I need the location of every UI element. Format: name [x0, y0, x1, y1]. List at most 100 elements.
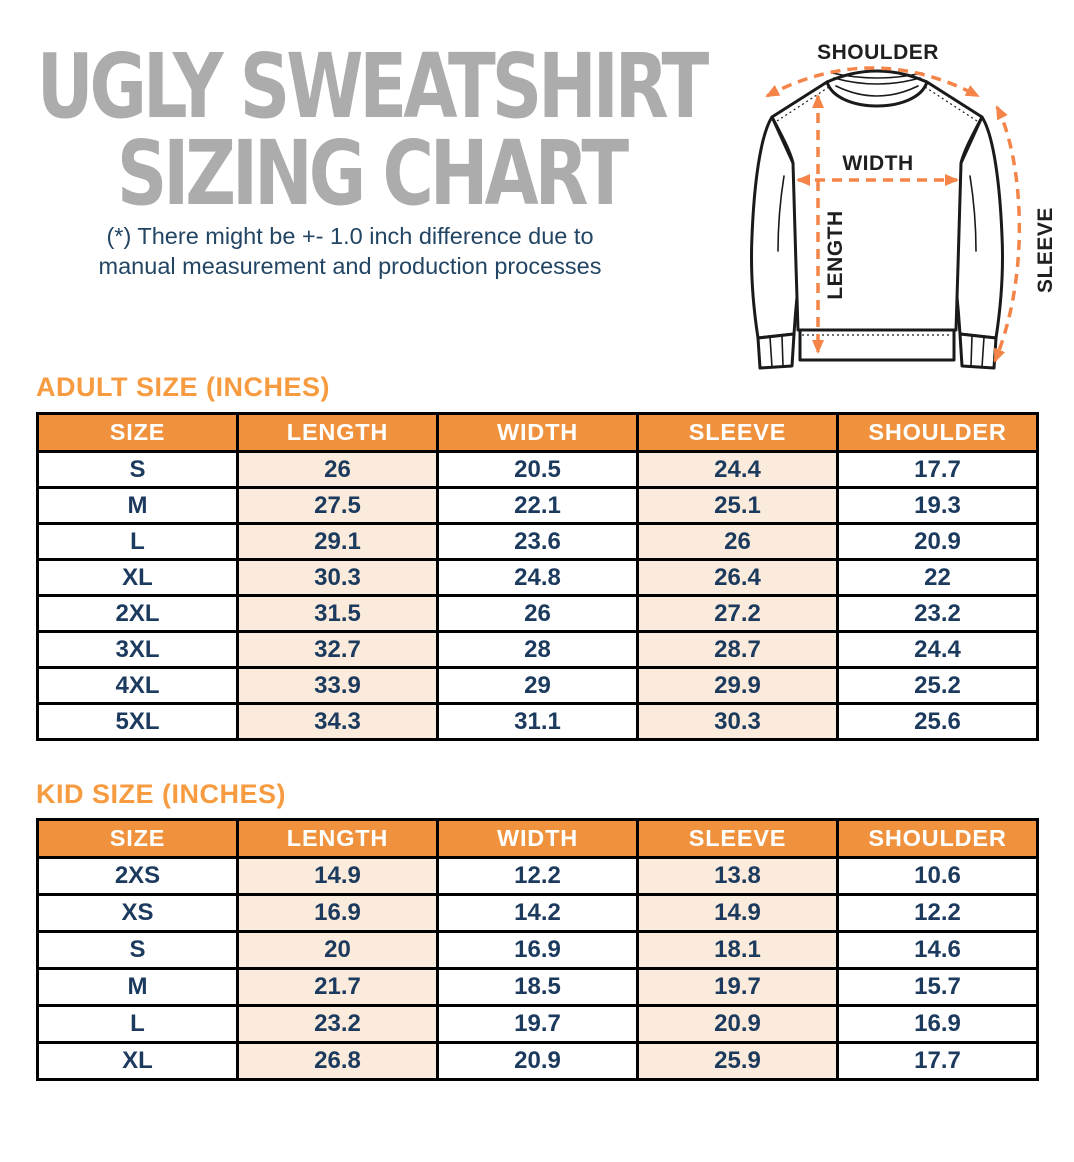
column-header-length: LENGTH [236, 412, 439, 453]
sweatshirt-hem [798, 328, 956, 362]
sweatshirt-right-cuff [958, 332, 998, 370]
kid-header-row: SIZE LENGTH WIDTH SLEEVE SHOULDER [36, 818, 1039, 859]
value-cell: 16.9 [236, 893, 439, 933]
table-row: M 21.7 18.5 19.7 15.7 [36, 967, 1039, 1007]
column-header-size: SIZE [36, 818, 239, 859]
value-cell: 12.2 [436, 856, 639, 896]
size-cell: XS [36, 893, 239, 933]
sleeve-fold-line [969, 175, 977, 252]
value-cell: 20 [236, 930, 439, 970]
column-header-length: LENGTH [236, 818, 439, 859]
size-cell: S [36, 930, 239, 970]
value-cell: 26.4 [636, 558, 839, 597]
value-cell: 25.1 [636, 486, 839, 525]
value-cell: 25.9 [636, 1041, 839, 1081]
value-cell: 26 [236, 450, 439, 489]
value-cell: 17.7 [836, 450, 1039, 489]
size-cell: S [36, 450, 239, 489]
value-cell: 24.4 [836, 630, 1039, 669]
table-row: S 20 16.9 18.1 14.6 [36, 930, 1039, 970]
value-cell: 14.9 [636, 893, 839, 933]
adult-size-table: SIZE LENGTH WIDTH SLEEVE SHOULDER S 26 20.… [36, 412, 1039, 741]
value-cell: 31.5 [236, 594, 439, 633]
value-cell: 29.1 [236, 522, 439, 561]
table-row: 2XS 14.9 12.2 13.8 10.6 [36, 856, 1039, 896]
value-cell: 32.7 [236, 630, 439, 669]
value-cell: 28.7 [636, 630, 839, 669]
value-cell: 26 [636, 522, 839, 561]
adult-header-row: SIZE LENGTH WIDTH SLEEVE SHOULDER [36, 412, 1039, 453]
value-cell: 13.8 [636, 856, 839, 896]
value-cell: 28 [436, 630, 639, 669]
cuff-rib-line [781, 335, 784, 367]
value-cell: 19.3 [836, 486, 1039, 525]
value-cell: 20.5 [436, 450, 639, 489]
value-cell: 24.8 [436, 558, 639, 597]
value-cell: 34.3 [236, 702, 439, 741]
value-cell: 18.1 [636, 930, 839, 970]
value-cell: 14.9 [236, 856, 439, 896]
shoulder-arrow [765, 66, 980, 98]
kid-size-table: SIZE LENGTH WIDTH SLEEVE SHOULDER 2XS 14.… [36, 818, 1039, 1081]
table-row: 4XL 33.9 29 29.9 25.2 [36, 666, 1039, 705]
sleeve-fold-line [777, 175, 785, 252]
disclaimer-text: (*) There might be +- 1.0 inch differenc… [0, 221, 700, 281]
shoulder-measure-label: SHOULDER [817, 41, 939, 64]
value-cell: 21.7 [236, 967, 439, 1007]
value-cell: 26 [436, 594, 639, 633]
size-cell: XL [36, 558, 239, 597]
kid-size-heading: KID SIZE (INCHES) [36, 779, 287, 809]
width-measure-label: WIDTH [842, 152, 913, 175]
table-row: XL 30.3 24.8 26.4 22 [36, 558, 1039, 597]
column-header-shoulder: SHOULDER [836, 412, 1039, 453]
sweatshirt-diagram-svg: SHOULDER WIDTH LENGTH SLEEVE [749, 41, 1057, 370]
cuff-rib-line [981, 336, 985, 368]
value-cell: 25.6 [836, 702, 1039, 741]
table-row: L 23.2 19.7 20.9 16.9 [36, 1004, 1039, 1044]
value-cell: 24.4 [636, 450, 839, 489]
cuff-rib-line [970, 335, 973, 367]
size-cell: XL [36, 1041, 239, 1081]
value-cell: 23.2 [836, 594, 1039, 633]
value-cell: 16.9 [836, 1004, 1039, 1044]
value-cell: 14.2 [436, 893, 639, 933]
size-cell: M [36, 486, 239, 525]
value-cell: 22 [836, 558, 1039, 597]
sleeve-arrow [993, 105, 1022, 363]
value-cell: 20.9 [836, 522, 1039, 561]
collar-rib-line [833, 77, 921, 85]
sweatshirt-left-cuff [756, 332, 796, 370]
cuff-rib-line [769, 336, 773, 368]
value-cell: 10.6 [836, 856, 1039, 896]
value-cell: 23.6 [436, 522, 639, 561]
value-cell: 12.2 [836, 893, 1039, 933]
value-cell: 19.7 [436, 1004, 639, 1044]
value-cell: 25.2 [836, 666, 1039, 705]
size-cell: 5XL [36, 702, 239, 741]
disclaimer-line2: manual measurement and production proces… [98, 253, 602, 280]
size-cell: 4XL [36, 666, 239, 705]
collar-rib-line [831, 72, 923, 79]
value-cell: 27.2 [636, 594, 839, 633]
value-cell: 20.9 [636, 1004, 839, 1044]
value-cell: 16.9 [436, 930, 639, 970]
size-cell: 2XL [36, 594, 239, 633]
table-row: L 29.1 23.6 26 20.9 [36, 522, 1039, 561]
value-cell: 29.9 [636, 666, 839, 705]
value-cell: 15.7 [836, 967, 1039, 1007]
value-cell: 30.3 [236, 558, 439, 597]
value-cell: 33.9 [236, 666, 439, 705]
table-row: S 26 20.5 24.4 17.7 [36, 450, 1039, 489]
sleeve-measure-label: SLEEVE [1034, 207, 1057, 293]
table-row: 5XL 34.3 31.1 30.3 25.6 [36, 702, 1039, 741]
table-row: M 27.5 22.1 25.1 19.3 [36, 486, 1039, 525]
value-cell: 27.5 [236, 486, 439, 525]
disclaimer-line1: (*) There might be +- 1.0 inch differenc… [106, 223, 594, 249]
page-title-line2: SIZING CHART [116, 120, 629, 226]
size-cell: 2XS [36, 856, 239, 896]
value-cell: 20.9 [436, 1041, 639, 1081]
length-measure-label: LENGTH [824, 210, 847, 299]
value-cell: 30.3 [636, 702, 839, 741]
page-title-line1: UGLY SWEATSHIRT [36, 33, 710, 139]
